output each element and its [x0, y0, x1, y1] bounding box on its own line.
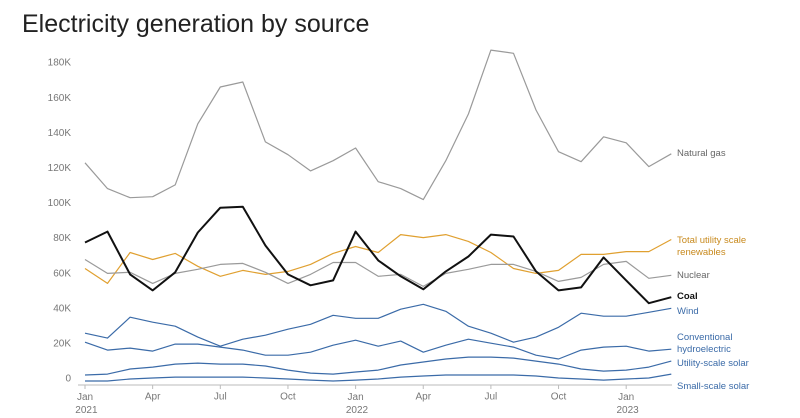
legend-label: Coal [677, 291, 698, 302]
legend-label: Utility-scale solar [677, 358, 749, 369]
y-tick-label: 80K [53, 233, 71, 244]
y-tick-label: 140K [48, 128, 72, 139]
chart-title: Electricity generation by source [22, 10, 369, 38]
y-tick-label: 40K [53, 303, 71, 314]
x-tick-label: Oct [280, 392, 296, 403]
x-tick-label: Jan 2023 [614, 392, 639, 416]
series-line [84, 338, 672, 360]
y-tick-label: 160K [48, 93, 72, 104]
series-line [84, 205, 672, 305]
y-tick-label: 100K [48, 198, 72, 209]
y-tick-label: 120K [48, 163, 72, 174]
x-tick-label: Apr [145, 392, 161, 403]
legend-label: Small-scale solar [677, 381, 750, 392]
series-line [85, 373, 672, 382]
x-tick-label: Jul [214, 392, 227, 403]
x-tick-label: Apr [415, 392, 431, 403]
legend-label: Natural gas [677, 148, 726, 159]
x-tick-label: Jul [485, 392, 498, 403]
x-tick-label: Jan 2022 [343, 392, 368, 416]
series-line [84, 303, 672, 347]
legend-label: Nuclear [677, 270, 710, 281]
x-tick-label: Oct [551, 392, 567, 403]
series-line [84, 258, 672, 287]
series-line [84, 49, 672, 201]
y-tick-label: 20K [53, 339, 71, 350]
legend-label: Total utility scale renewables [677, 235, 747, 258]
y-tick-label: 0 [65, 374, 71, 385]
x-tick-label: Jan 2021 [72, 392, 97, 416]
legend-label: Wind [677, 306, 699, 317]
series-line [84, 356, 672, 376]
y-tick-label: 180K [48, 58, 72, 69]
legend-label: Conventional hydroelectric [677, 332, 733, 355]
y-tick-label: 60K [53, 268, 71, 279]
